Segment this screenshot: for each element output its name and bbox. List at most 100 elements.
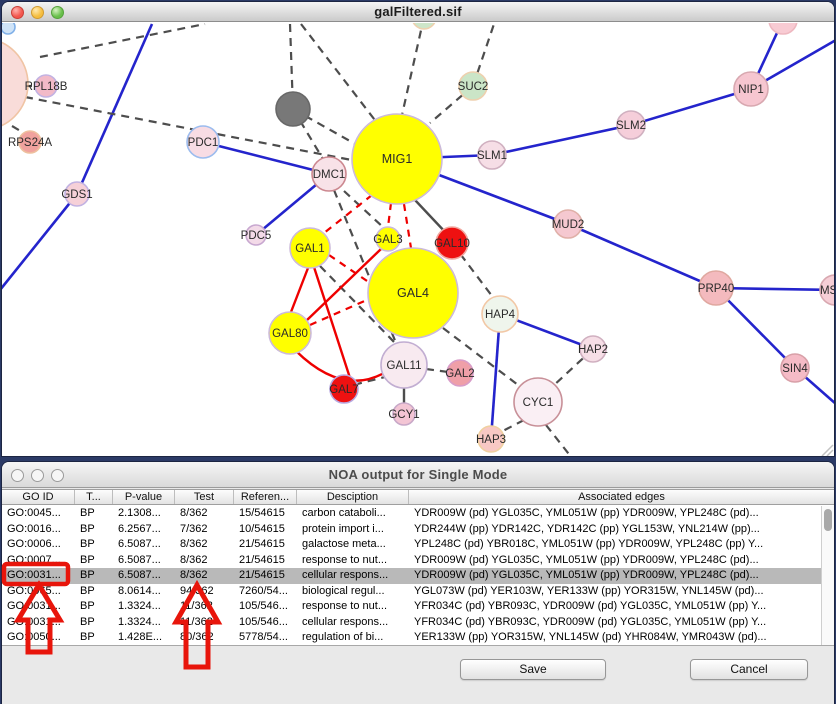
graph-edge[interactable]	[498, 419, 525, 434]
node-HAP3[interactable]	[477, 425, 505, 453]
graph-edge[interactable]	[292, 108, 358, 146]
resize-grip[interactable]	[821, 444, 834, 456]
node-MIG1[interactable]	[351, 113, 443, 205]
scrollbar-thumb[interactable]	[824, 509, 832, 531]
node-NIP1[interactable]	[733, 71, 769, 107]
node-GAL80[interactable]	[268, 311, 312, 355]
node-unlabeled[interactable]	[412, 23, 436, 30]
graph-edge[interactable]	[386, 202, 393, 228]
graph-edge[interactable]	[2, 193, 79, 290]
graph-edge[interactable]	[630, 87, 752, 127]
graph-edge[interactable]	[289, 267, 310, 313]
cell: response to nut...	[302, 600, 387, 612]
save-button[interactable]: Save	[460, 659, 606, 680]
graph-edge[interactable]	[300, 23, 382, 129]
node-GAL4[interactable]	[367, 247, 459, 339]
noa-window-titlebar[interactable]: NOA output for Single Mode	[2, 462, 834, 488]
close-button[interactable]	[11, 6, 24, 19]
node-PRP40[interactable]	[698, 270, 734, 306]
graph-edge[interactable]	[319, 265, 397, 345]
graph-edge[interactable]	[305, 248, 382, 322]
minimize-button[interactable]	[31, 469, 44, 482]
graph-edge[interactable]	[715, 286, 834, 292]
graph-edge[interactable]	[425, 367, 449, 374]
graph-edge[interactable]	[343, 190, 385, 229]
graph-edge[interactable]	[400, 23, 424, 116]
graph-edge[interactable]	[402, 203, 413, 249]
node-PDC5[interactable]	[245, 224, 267, 246]
node-GAL2[interactable]	[446, 359, 474, 387]
table-row[interactable]: GO:0045... BP 2.1308... 8/362 15/54615 carbon…	[2, 506, 821, 522]
column-header[interactable]: GO ID	[2, 490, 75, 504]
node-unlabeled[interactable]	[2, 23, 16, 35]
node-SUC2[interactable]	[458, 71, 488, 101]
column-header[interactable]: Referen...	[234, 490, 297, 504]
graph-edge[interactable]	[715, 287, 796, 369]
table-row[interactable]: GO:0031... BP 1.3324... 11/362 105/546... res…	[2, 599, 821, 615]
table-row[interactable]: GO:0016... BP 6.2567... 7/362 10/54615 protei…	[2, 522, 821, 538]
column-header[interactable]: Test	[175, 490, 234, 504]
graph-edge[interactable]	[551, 348, 594, 388]
graph-edge[interactable]	[323, 194, 373, 234]
node-RPS24A[interactable]	[18, 130, 42, 154]
graph-edge[interactable]	[309, 297, 370, 327]
table-row[interactable]: GO:0007... BP 6.5087... 8/362 21/54615 respon…	[2, 553, 821, 569]
column-header[interactable]: P-value	[113, 490, 175, 504]
node-SLM2[interactable]	[616, 110, 646, 140]
table-row[interactable]: GO:0050... BP 1.428E... 80/362 5778/54... reg…	[2, 630, 821, 645]
table-row[interactable]: GO:0031... BP 6.5087... 8/362 21/54615 cellul…	[2, 568, 821, 584]
graph-edge[interactable]	[311, 263, 352, 379]
graph-edge[interactable]	[328, 254, 371, 284]
table-row[interactable]: GO:0031... BP 1.3324... 11/362 105/546... cel…	[2, 615, 821, 631]
cell: YFR034C (pd) YBR093C, YDR009W (pd) YGL03…	[414, 600, 767, 612]
graph-edge[interactable]	[202, 140, 330, 176]
node-SIN4[interactable]	[780, 353, 810, 383]
node-HAP4[interactable]	[481, 295, 519, 333]
node-GDS1[interactable]	[64, 181, 90, 207]
graph-edge[interactable]	[442, 327, 523, 389]
graph-window-titlebar[interactable]: galFiltered.sif	[2, 2, 834, 22]
close-button[interactable]	[11, 469, 24, 482]
graph-edge[interactable]	[39, 23, 206, 59]
node-GAL7[interactable]	[329, 374, 359, 404]
table-row[interactable]: GO:0006... BP 6.5087... 8/362 21/54615 galact…	[2, 537, 821, 553]
graph-edge[interactable]	[491, 123, 632, 157]
node-MSL1[interactable]	[819, 274, 834, 306]
table-row[interactable]: GO:0065... BP 8.0614... 94/362 7260/54... bio…	[2, 584, 821, 600]
column-header[interactable]: Associated edges	[578, 491, 665, 503]
zoom-button[interactable]	[51, 469, 64, 482]
network-canvas[interactable]: RPL18B RPS24A GDS1 PDC1 DMC1 MIG1 SUC2 NIP1 SLM2…	[2, 23, 834, 456]
node-PDC1[interactable]	[186, 125, 220, 159]
node-GCY1[interactable]	[392, 402, 416, 426]
noa-window: NOA output for Single Mode GO ID T... P-va…	[2, 462, 834, 704]
node-GAL1[interactable]	[289, 227, 331, 269]
zoom-button[interactable]	[51, 6, 64, 19]
cancel-button[interactable]: Cancel	[690, 659, 808, 680]
node-unlabeled[interactable]	[768, 23, 798, 35]
graph-edge[interactable]	[75, 23, 154, 195]
graph-edge[interactable]	[414, 199, 448, 235]
node-unlabeled[interactable]	[275, 91, 311, 127]
node-GAL11[interactable]	[380, 341, 428, 389]
table-header[interactable]: GO ID T... P-value Test Referen... Desciption…	[2, 489, 834, 505]
node-CYC1[interactable]	[513, 377, 563, 427]
node-GAL10[interactable]	[435, 226, 469, 260]
column-header[interactable]: Desciption	[297, 490, 409, 504]
vertical-scrollbar[interactable]	[821, 506, 834, 645]
node-MUD2[interactable]	[553, 209, 583, 239]
node-DMC1[interactable]	[311, 156, 347, 192]
node-SLM1[interactable]	[477, 140, 507, 170]
column-header[interactable]: T...	[75, 490, 113, 504]
graph-edge[interactable]	[545, 424, 572, 456]
node-unlabeled[interactable]	[2, 38, 29, 130]
graph-edge[interactable]	[489, 313, 502, 440]
graph-edge[interactable]	[471, 23, 496, 87]
node-RPL18B[interactable]	[34, 74, 58, 98]
graph-edge[interactable]	[451, 242, 496, 301]
node-HAP2[interactable]	[579, 335, 607, 363]
graph-edge[interactable]	[429, 85, 474, 124]
minimize-button[interactable]	[31, 6, 44, 19]
graph-edge[interactable]	[567, 222, 717, 290]
graph-edge[interactable]	[292, 108, 324, 160]
node-GAL3[interactable]	[375, 226, 401, 252]
